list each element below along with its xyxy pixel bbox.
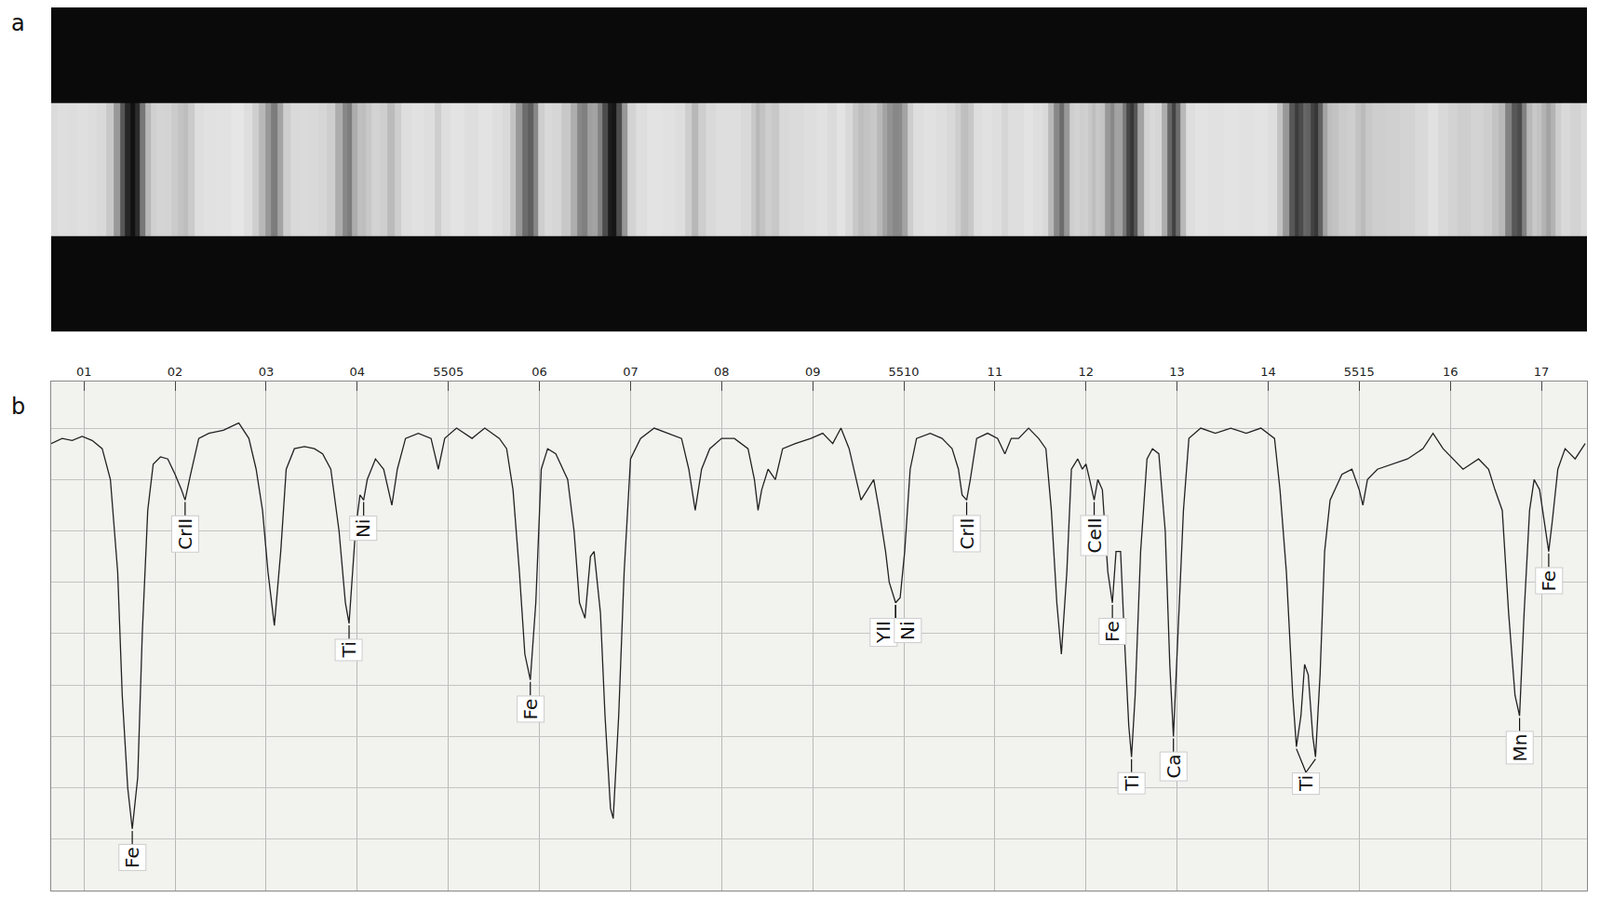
svg-text:Fe: Fe [121,847,144,869]
svg-text:07: 07 [622,364,639,379]
svg-text:17: 17 [1533,364,1550,379]
svg-text:Fe: Fe [1537,570,1560,592]
svg-text:12: 12 [1077,364,1094,379]
svg-text:14: 14 [1260,364,1277,379]
svg-text:13: 13 [1169,364,1185,379]
svg-text:Ti: Ti [337,641,361,659]
svg-text:Ti: Ti [1120,775,1143,793]
svg-text:01: 01 [76,364,93,379]
svg-text:Fe: Fe [519,699,542,721]
svg-text:16: 16 [1442,364,1459,379]
svg-text:YII: YII [872,620,895,645]
svg-text:CrII: CrII [955,517,979,550]
svg-text:03: 03 [258,364,275,379]
svg-text:04: 04 [349,364,366,379]
svg-text:a: a [11,10,26,37]
svg-text:5515: 5515 [1344,364,1375,379]
svg-text:b: b [11,393,26,420]
svg-text:Ca: Ca [1162,753,1185,779]
svg-text:5510: 5510 [887,364,919,379]
svg-text:CeII: CeII [1083,517,1106,553]
svg-text:08: 08 [713,364,730,379]
svg-text:Ni: Ni [896,621,919,642]
svg-text:Fe: Fe [1101,620,1124,643]
svg-text:09: 09 [805,364,821,379]
svg-text:06: 06 [531,364,548,379]
svg-text:Mn: Mn [1508,733,1532,762]
svg-text:02: 02 [167,364,184,379]
svg-text:Ti: Ti [1294,775,1318,793]
svg-text:5505: 5505 [432,364,464,379]
svg-text:11: 11 [987,364,1004,379]
svg-text:Ni: Ni [351,519,375,539]
svg-text:CrII: CrII [174,518,197,551]
